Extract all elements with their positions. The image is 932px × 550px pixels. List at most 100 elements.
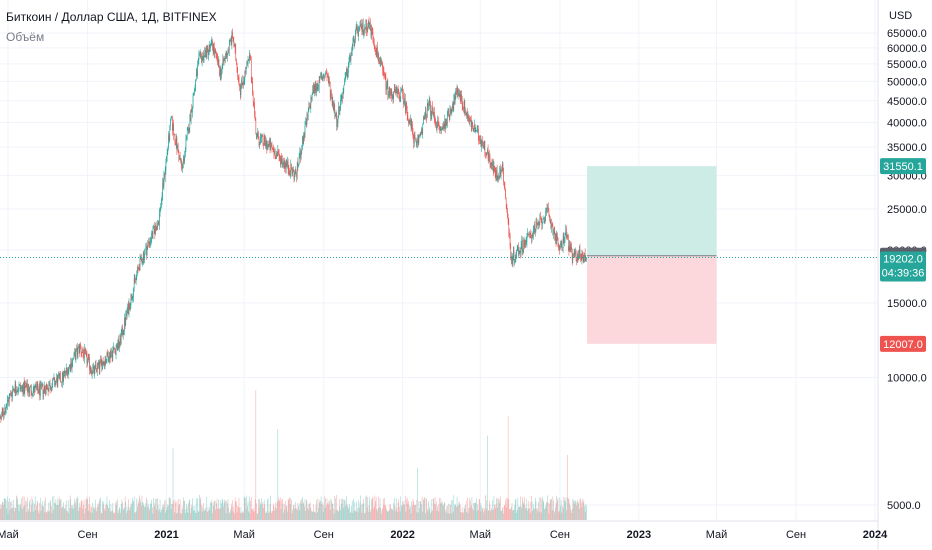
candle-body [322,76,323,81]
volume-bar [282,503,284,520]
volume-bar [316,499,317,520]
candle-body [108,360,110,362]
candle-body [78,346,79,348]
candle-body [159,207,161,214]
volume-bar [190,507,192,520]
volume-bar [542,500,544,520]
volume-bar [100,497,101,520]
volume-bar [432,497,434,520]
volume-bar [265,512,266,520]
candle-body [236,63,238,72]
volume-bar [532,511,534,520]
volume-bar [58,496,60,520]
candle-body [124,317,125,331]
candle-body [65,367,67,374]
volume-bar [515,499,517,520]
volume-bar [495,504,497,520]
volume-bar [65,505,66,520]
volume-bar [109,511,111,520]
candle-body [439,129,441,131]
candle-body [331,93,333,106]
volume-bar [216,503,217,520]
volume-bar [398,499,400,520]
volume-bar [546,502,547,520]
volume-bar [467,513,469,520]
volume-bar [100,513,102,520]
volume-bar [507,498,508,520]
candle-body [437,120,439,122]
candle-body [469,119,470,122]
candle-body [400,90,402,100]
volume-bar [116,501,117,520]
long-position-tool[interactable] [587,166,717,344]
candle-body [59,373,61,376]
volume-bar [404,495,406,520]
candle-body [128,303,130,315]
candle-body [412,123,413,133]
candle-body [501,170,502,172]
profit-zone[interactable] [587,166,717,256]
volume-bar [264,504,266,520]
candle-body [137,267,138,274]
candle-body [239,86,241,95]
candle-body [397,89,399,91]
candle-body [434,111,435,121]
volume-bar [375,500,376,520]
candle-body [335,114,336,117]
volume-bar [560,500,562,520]
candle-body [583,257,585,262]
candle-body [299,150,301,159]
candle-body [269,140,270,146]
candle-body [378,55,380,62]
volume-bar [509,509,511,520]
candle-body [539,217,541,223]
candle-body [386,82,388,85]
volume-bar [529,502,531,520]
time-scale[interactable]: Май Сен 2021 Май Сен 2022 Май Сен 2023 Май Сен 2024 [0,529,888,541]
volume-bar [382,498,384,520]
volume-bar [139,498,141,520]
volume-bar [181,513,182,520]
candle-body [417,138,418,143]
volume-bar [558,510,560,520]
candle-body [473,129,475,131]
volume-bar [232,511,234,520]
volume-bar [0,508,2,520]
candle-body [415,139,417,143]
volume-bar [238,507,239,520]
candle-body [315,83,317,91]
candle-body [138,267,139,269]
volume-bar [170,498,171,520]
volume-bar [331,503,333,520]
candle-body [359,27,360,30]
candle-body [376,47,378,55]
candle-body [448,114,450,118]
candle-body [316,84,318,88]
candle-body [467,116,469,119]
candle-body [356,26,358,28]
candle-body [304,134,305,138]
candle-body [164,173,165,178]
volume-bar [155,509,157,520]
candle-body [268,144,270,146]
loss-zone[interactable] [587,255,717,344]
candle-body [580,254,581,258]
volume-bar [583,500,585,520]
candle-body [187,128,189,131]
volume-bar [94,509,95,520]
candle-body [141,258,143,264]
volume-bar [377,508,379,520]
volume-bar [95,499,96,520]
candle-body [272,149,274,151]
volume-bar [384,498,385,520]
volume-bar [146,497,147,520]
volume-bar [295,508,297,520]
candle-body [338,106,340,112]
candle-body [391,88,392,99]
candle-body [87,359,88,364]
volume-bar [161,508,163,520]
candle-body [22,386,24,395]
candle-body [104,359,106,367]
candle-body [19,384,20,386]
